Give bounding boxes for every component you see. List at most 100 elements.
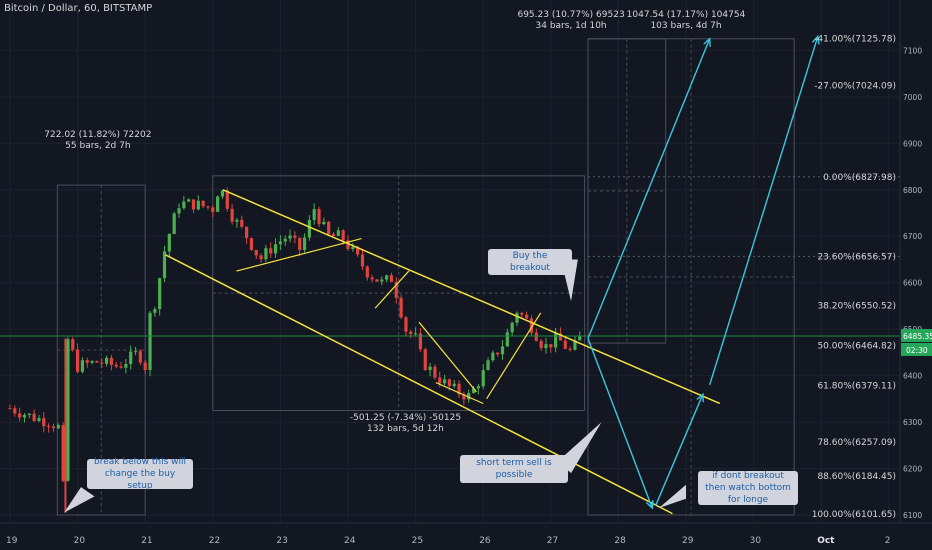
candle-body <box>476 386 480 389</box>
projection-arrow-down <box>587 338 653 509</box>
projection-arrow-up-2-head <box>811 34 820 45</box>
fib-level-label: -41.00%(7125.78) <box>814 34 896 44</box>
candle-body <box>399 297 403 318</box>
countdown-marker[interactable] <box>901 342 932 356</box>
candle-body <box>520 313 524 315</box>
price-tick-label: 6200 <box>903 465 922 474</box>
time-tick-label: 20 <box>74 536 86 546</box>
last-price-marker[interactable] <box>901 328 932 342</box>
candle-body <box>211 207 215 212</box>
candle-body <box>283 238 287 242</box>
price-tick-label: 7100 <box>903 46 922 55</box>
candle-body <box>90 361 94 363</box>
candle-body <box>534 332 538 341</box>
price-tick-label: 6900 <box>903 139 922 148</box>
candle-body <box>549 344 553 348</box>
candle-body <box>471 388 476 394</box>
measure-label-line1: 1047.54 (17.17%) 104754 <box>627 10 746 20</box>
candle-body <box>133 351 138 353</box>
candle-body <box>418 333 423 350</box>
note-dont-breakout[interactable]: if dont breakout then watch bottom for l… <box>698 471 798 505</box>
note-pointer <box>557 422 602 474</box>
candle-body <box>312 209 316 221</box>
candle-body <box>32 413 36 422</box>
time-tick-label: 22 <box>209 536 220 546</box>
fib-level-label: 78.60%(6257.09) <box>817 438 896 448</box>
candle-body <box>182 201 186 209</box>
candle-body <box>114 364 118 367</box>
candle-body <box>254 249 258 256</box>
note-break-below[interactable]: break below this will change the buy set… <box>87 457 193 491</box>
countdown-value: 02:30 <box>906 346 928 355</box>
time-axis[interactable]: 19 20 21 22 23 24 25 26 27 28 29 30 Oct 2 <box>0 522 932 550</box>
candle-body <box>563 340 567 349</box>
candle-body <box>467 393 471 400</box>
time-tick-label: 30 <box>750 536 762 546</box>
candle-body <box>433 366 437 378</box>
candle-body <box>307 220 311 238</box>
time-tick-label: 27 <box>547 536 558 546</box>
candle-body <box>85 360 89 363</box>
measure-boxes <box>56 38 900 516</box>
candle-body <box>457 383 461 395</box>
candle-body <box>389 275 394 282</box>
time-axis-panel[interactable] <box>0 523 932 550</box>
candle-body <box>109 357 113 365</box>
note-short-term-sell[interactable]: short term sell is possible <box>460 455 568 483</box>
fib-level-label: 88.60%(6184.45) <box>817 472 896 482</box>
candle-body <box>76 349 80 372</box>
candle-body <box>331 233 336 236</box>
measure-label-line2: 132 bars, 5d 12h <box>367 424 444 434</box>
price-tick-label: 6800 <box>903 186 922 195</box>
candle-body <box>56 425 60 429</box>
candle-body <box>95 361 99 363</box>
candle-body <box>539 340 543 349</box>
channel-upper-line <box>222 189 721 405</box>
pullback-line <box>418 321 477 393</box>
candle-body <box>404 317 408 332</box>
note-buy-breakout[interactable]: Buy the breakout <box>488 249 572 275</box>
candle-body <box>104 357 109 364</box>
candle-body <box>47 426 51 428</box>
candle-body <box>414 333 418 335</box>
candle-body <box>360 254 365 267</box>
candle-body <box>554 333 558 348</box>
candle-body <box>481 369 485 387</box>
candle-body <box>568 348 572 350</box>
candle-body <box>148 312 152 371</box>
candle-body <box>196 200 200 210</box>
time-tick-label: 28 <box>614 536 626 546</box>
candle-body <box>249 238 254 250</box>
candle-body <box>486 360 490 370</box>
measure-label-line2: 55 bars, 2d 7h <box>65 141 130 151</box>
price-axis[interactable]: 6100620063006400650066006700680069007000… <box>899 0 932 550</box>
time-tick-label: 26 <box>479 536 491 546</box>
flag-line <box>374 270 410 309</box>
candle-body <box>273 244 278 254</box>
candle-body <box>317 209 321 225</box>
candle-body <box>544 344 548 349</box>
candle-body <box>409 331 413 335</box>
candle-body <box>143 362 147 371</box>
fib-level-label: 61.80%(6379.11) <box>817 381 896 391</box>
measure-label-line1: 695.23 (10.77%) 69523 <box>517 10 624 20</box>
fib-level-label: -27.00%(7024.09) <box>814 82 896 92</box>
time-tick-label: 24 <box>344 536 356 546</box>
candle-body <box>27 413 31 415</box>
candle-body <box>385 275 389 280</box>
pullback-base-line <box>435 382 484 405</box>
projection-arrow-up-1-head <box>703 37 711 47</box>
candle-body <box>529 318 534 333</box>
candle-body <box>438 377 442 384</box>
grid-lines <box>0 0 900 523</box>
price-axis-panel[interactable] <box>900 0 932 550</box>
projection-arrow-up-2 <box>708 36 819 386</box>
candle-body <box>394 281 398 298</box>
candle-body <box>187 199 191 202</box>
candle-body <box>13 408 17 414</box>
candle-body <box>66 339 70 481</box>
candle-body <box>510 322 514 333</box>
